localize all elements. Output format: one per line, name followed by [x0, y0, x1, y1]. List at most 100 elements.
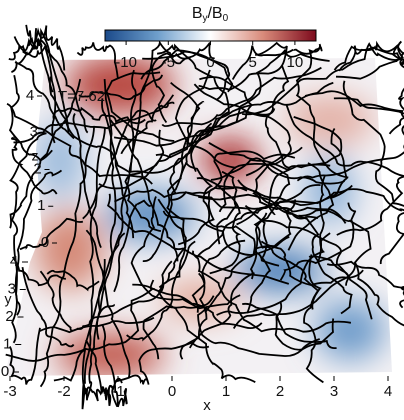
field-line — [13, 94, 175, 144]
field-line — [296, 125, 404, 182]
z-tick-label: 1 — [37, 197, 45, 214]
label-part: 0 — [223, 13, 229, 24]
field-line — [235, 48, 330, 123]
field-line — [232, 265, 356, 329]
field-line — [333, 97, 404, 115]
y-tick-label: 1 — [3, 335, 11, 352]
field-line — [39, 316, 155, 334]
field-line — [9, 327, 41, 385]
field-line — [129, 40, 215, 172]
field-line — [249, 184, 321, 280]
field-line — [196, 177, 242, 275]
field-line — [216, 170, 238, 245]
field-line — [195, 206, 268, 259]
field-line — [19, 217, 84, 251]
y-tick-label: 2 — [5, 308, 13, 325]
field-line — [279, 202, 357, 281]
field-line — [81, 348, 123, 410]
field-line — [110, 69, 137, 264]
x-tick-label: -3 — [3, 383, 16, 400]
field-line — [308, 255, 373, 320]
label-part: B — [192, 5, 203, 22]
field-line — [11, 256, 67, 287]
field-line — [179, 272, 208, 360]
field-line — [120, 101, 175, 155]
field-line — [82, 109, 157, 220]
field-line — [267, 116, 343, 216]
field-line — [287, 162, 335, 251]
z-tick-label: 4 — [26, 87, 34, 104]
x-axis-label: x — [203, 397, 211, 414]
slice-field — [5, 58, 392, 376]
x-tick-label: -2 — [57, 383, 70, 400]
y-tick-label: 0 — [1, 363, 9, 380]
x-tick-label: 3 — [330, 383, 338, 400]
field-line — [174, 69, 237, 169]
x-tick-label: 4 — [384, 383, 392, 400]
field-line — [157, 260, 256, 383]
field-line — [39, 270, 115, 332]
field-line — [142, 50, 234, 93]
field-line — [72, 113, 102, 249]
field-line — [126, 240, 196, 342]
colorbar-tick-label: 0 — [206, 54, 214, 71]
colorbar-tick-label: -10 — [115, 54, 137, 71]
field-line — [295, 45, 349, 179]
y-tick-label: 3 — [8, 280, 16, 297]
z-axis-label: z — [32, 148, 39, 164]
y-axis-label: y — [5, 291, 12, 307]
field-line — [113, 76, 254, 147]
field-line — [262, 219, 351, 286]
field-line — [216, 174, 326, 316]
field-line — [253, 212, 320, 310]
field-line — [39, 125, 95, 388]
field-line — [114, 186, 248, 203]
field-line — [185, 161, 280, 267]
field-line — [169, 191, 272, 314]
field-line — [285, 104, 404, 177]
field-line — [298, 209, 404, 327]
field-line — [21, 266, 75, 348]
field-line — [78, 74, 163, 101]
field-line — [274, 302, 335, 351]
z-tick-label: 0 — [41, 234, 49, 251]
field-line — [124, 129, 165, 232]
field-line — [338, 40, 404, 72]
colorbar-tick-label: 10 — [287, 54, 304, 71]
field-line — [161, 66, 322, 127]
field-line — [335, 40, 404, 80]
field-line — [101, 98, 135, 239]
field-line — [6, 102, 153, 185]
field-line — [208, 142, 345, 185]
field-line — [329, 188, 404, 265]
field-line — [114, 341, 210, 385]
field-line — [130, 196, 241, 310]
field-line — [169, 120, 240, 194]
field-line — [109, 119, 179, 262]
field-line — [113, 199, 152, 293]
y-tick-label: 4 — [10, 253, 18, 270]
field-line — [192, 250, 352, 333]
field-line — [107, 193, 290, 285]
field-line — [8, 44, 89, 134]
field-line — [342, 80, 404, 207]
field-line — [197, 306, 320, 357]
z-tick-label: 2 — [33, 160, 41, 177]
field-line — [8, 75, 53, 162]
field-line — [13, 27, 70, 134]
field-line — [198, 41, 288, 91]
colorbar-tick-label: -5 — [162, 54, 175, 71]
colorbar-label: By/B0 — [192, 5, 229, 23]
field-line — [158, 122, 213, 289]
x-tick-label: 2 — [276, 383, 284, 400]
field-line — [14, 61, 75, 140]
colorbar-tick-label: 5 — [249, 54, 257, 71]
field-line — [237, 127, 348, 207]
z-tick-label: 3 — [30, 124, 38, 141]
field-line — [157, 43, 230, 145]
field-line — [76, 42, 119, 79]
field-line — [14, 169, 63, 316]
x-tick-label: 0 — [168, 383, 176, 400]
field-line — [252, 154, 347, 224]
